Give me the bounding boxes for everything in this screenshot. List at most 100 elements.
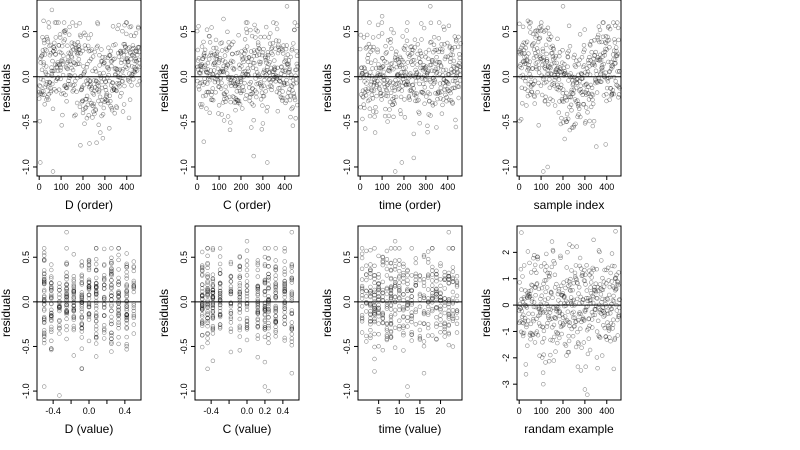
scatter-point (130, 52, 135, 58)
scatter-point (86, 113, 91, 118)
scatter-point (579, 54, 585, 60)
scatter-point (131, 265, 137, 270)
scatter-point (70, 89, 75, 94)
x-tick-label: 200 (555, 182, 570, 192)
scatter-point (49, 267, 54, 273)
scatter-point (586, 91, 591, 96)
scatter-point (49, 314, 54, 319)
scatter-point (79, 321, 85, 327)
scatter-point (292, 27, 297, 33)
scatter-point (288, 93, 293, 99)
scatter-point (116, 275, 121, 281)
scatter-point (105, 98, 110, 104)
scatter-point (593, 49, 598, 55)
scatter-point (68, 51, 73, 56)
scatter-point (114, 105, 120, 111)
scatter-point (79, 293, 85, 298)
scatter-point (283, 55, 289, 61)
scatter-point (361, 35, 367, 40)
scatter-point (523, 78, 528, 84)
scatter-point (520, 59, 526, 64)
scatter-point (616, 37, 621, 43)
scatter-point (606, 37, 612, 43)
scatter-point (546, 31, 552, 36)
scatter-point (79, 292, 85, 297)
x-axis-label: C (order) (223, 198, 271, 212)
scatter-point (214, 53, 219, 59)
scatter-point (205, 293, 210, 299)
scatter-point (409, 88, 414, 94)
scatter-point (425, 123, 430, 129)
scatter-point (449, 46, 455, 51)
scatter-point (573, 99, 579, 104)
scatter-point (41, 328, 47, 333)
scatter-point (442, 27, 447, 32)
x-tick-label: 0.4 (119, 406, 132, 416)
scatter-point (418, 59, 423, 65)
scatter-point (446, 316, 451, 321)
scatter-point (41, 279, 47, 285)
scatter-point (45, 39, 51, 44)
scatter-point (581, 42, 587, 48)
scatter-point (446, 71, 451, 77)
scatter-point (525, 58, 530, 63)
scatter-point (550, 50, 555, 56)
scatter-point (270, 40, 276, 46)
scatter-point (41, 334, 47, 339)
scatter-point (258, 97, 264, 102)
scatter-point (208, 68, 214, 73)
scatter-point (425, 69, 430, 75)
scatter-point (543, 42, 549, 48)
scatter-point (536, 70, 542, 75)
scatter-point (46, 25, 52, 30)
scatter-point (533, 53, 539, 59)
scatter-point (263, 89, 268, 94)
scatter-point (71, 277, 77, 282)
x-tick-label: 400 (599, 182, 614, 192)
scatter-point (250, 86, 255, 92)
scatter-point (266, 286, 271, 292)
scatter-point (93, 327, 99, 332)
scatter-point (421, 62, 426, 68)
scatter-point (532, 101, 537, 106)
scatter-point (392, 57, 398, 63)
scatter-point (40, 77, 46, 83)
scatter-point (265, 104, 270, 110)
scatter-point (125, 77, 131, 83)
scatter-point (64, 230, 69, 235)
scatter-point (596, 24, 602, 29)
scatter-point (116, 320, 121, 325)
scatter-point (92, 88, 97, 94)
scatter-point (132, 64, 137, 70)
scatter-point (555, 82, 560, 88)
scatter-point (244, 56, 249, 61)
scatter-point (421, 81, 426, 87)
scatter-point (68, 49, 74, 54)
scatter-point (79, 274, 85, 279)
scatter-point (41, 281, 47, 286)
scatter-point (210, 290, 216, 295)
scatter-point (237, 255, 243, 260)
scatter-point (527, 71, 532, 77)
scatter-point (375, 47, 380, 52)
scatter-point (116, 310, 121, 316)
scatter-point (374, 109, 379, 115)
scatter-point (64, 309, 69, 314)
scatter-point (289, 277, 294, 282)
scatter-point (396, 80, 402, 86)
scatter-point (124, 66, 130, 71)
scatter-point (205, 315, 210, 321)
scatter-point (571, 125, 576, 130)
scatter-point (109, 321, 114, 327)
scatter-point (211, 97, 216, 103)
scatter-point (217, 313, 223, 318)
scatter-point (93, 334, 99, 340)
scatter-point (235, 98, 241, 103)
scatter-point (57, 300, 62, 305)
scatter-point (215, 49, 220, 55)
scatter-point (374, 82, 379, 87)
scatter-point (605, 79, 611, 84)
scatter-point (540, 49, 546, 54)
scatter-point (442, 83, 448, 89)
scatter-point (282, 310, 287, 315)
